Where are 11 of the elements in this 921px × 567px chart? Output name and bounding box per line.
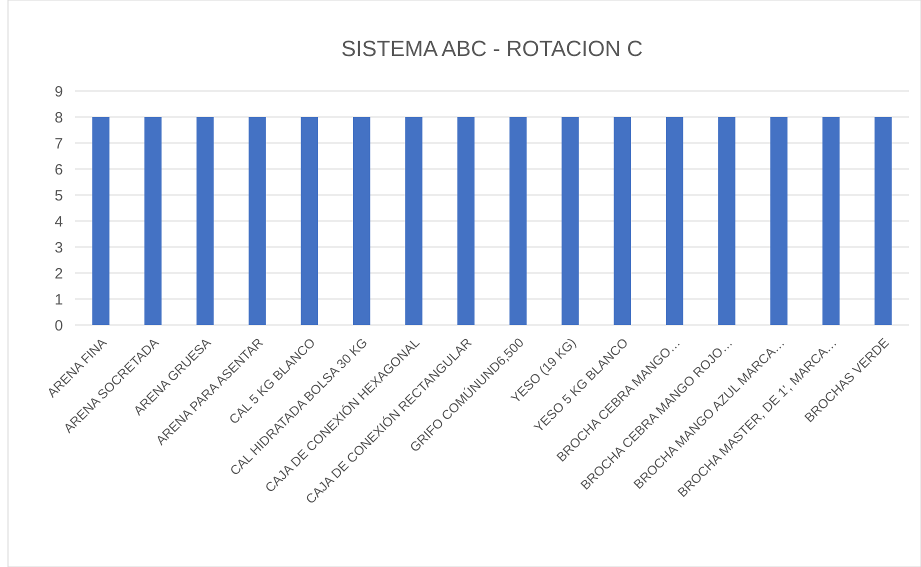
- y-tick-label: 9: [54, 83, 63, 100]
- y-tick-label: 4: [54, 213, 63, 230]
- y-tick-label: 3: [54, 239, 63, 256]
- y-tick-label: 6: [54, 161, 63, 178]
- y-tick-label: 5: [54, 187, 63, 204]
- chart-title: SISTEMA ABC - ROTACION C: [341, 36, 643, 61]
- y-tick-label: 1: [54, 291, 63, 308]
- y-tick-label: 2: [54, 265, 63, 282]
- y-tick-label: 8: [54, 109, 63, 126]
- y-tick-label: 0: [54, 317, 63, 334]
- y-tick-label: 7: [54, 135, 63, 152]
